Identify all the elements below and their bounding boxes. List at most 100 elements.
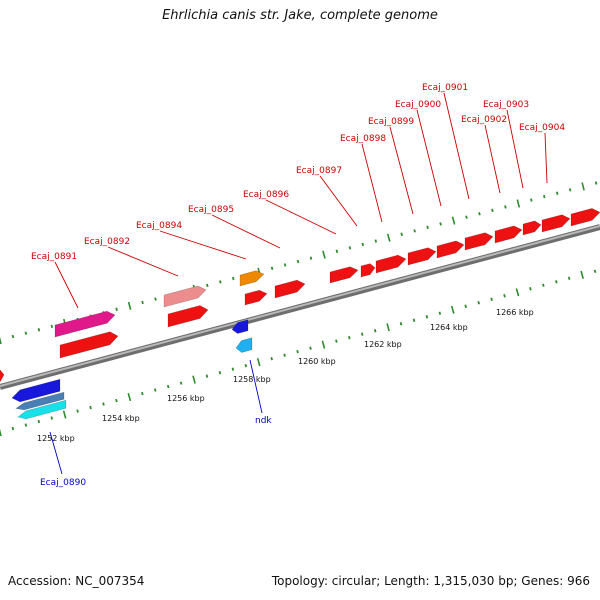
gene-label-ecaj-0898[interactable]: Ecaj_0898 <box>340 134 386 144</box>
gene-label-ecaj-0904[interactable]: Ecaj_0904 <box>519 123 565 133</box>
inner-ring-tick <box>179 381 183 385</box>
outer-tick-ring <box>0 181 598 345</box>
outer-ring-tick <box>491 208 494 213</box>
outer-ring-tick <box>0 336 2 345</box>
outer-ring-tick <box>141 300 144 305</box>
scale-label-1262: 1262 kbp <box>364 340 402 349</box>
gene-arrow-ecaj-0905 <box>541 214 571 233</box>
outer-ring-tick <box>465 215 468 219</box>
outer-ring-tick <box>568 188 572 192</box>
inner-ring-tick <box>256 358 261 367</box>
gene-label-ecaj-0890[interactable]: Ecaj_0890 <box>40 478 86 488</box>
gene-arrow-ndk <box>235 337 253 353</box>
inner-ring-tick <box>37 419 41 424</box>
gene-arrow-ecaj-0894 <box>167 305 209 328</box>
inner-ring-tick <box>296 349 299 354</box>
outer-ring-tick <box>296 259 300 264</box>
gene-label-ecaj-0901[interactable]: Ecaj_0901 <box>422 83 468 93</box>
inner-ring-tick <box>309 346 312 350</box>
outer-ring-tick <box>413 229 416 233</box>
leader-forward-2 <box>159 230 247 260</box>
gene-arrow-ecaj-0903 <box>494 225 523 244</box>
gene-arrow-ecaj-0889 <box>0 369 5 382</box>
gene-label-ecaj-0900[interactable]: Ecaj_0900 <box>395 100 441 110</box>
inner-ring-tick <box>412 318 416 322</box>
inner-ring-tick <box>141 391 144 396</box>
inner-ring-tick <box>464 304 467 308</box>
gene-arrow-ecaj-0906 <box>570 208 600 227</box>
inner-ring-tick <box>593 269 597 274</box>
outer-ring-tick <box>154 297 157 301</box>
outer-ring-tick <box>11 334 15 339</box>
outer-ring-tick <box>451 216 456 225</box>
scale-label-1254: 1254 kbp <box>102 414 140 423</box>
inner-ring-tick <box>567 276 571 281</box>
gene-arrow-steelblue <box>15 391 65 411</box>
leader-forward-7 <box>389 126 414 215</box>
outer-ring-tick <box>348 246 352 250</box>
outer-ring-tick <box>127 301 132 310</box>
inner-ring-tick <box>348 335 351 340</box>
outer-ring-tick <box>270 266 274 271</box>
gene-arrow-ndk-blue <box>231 319 249 334</box>
outer-ring-tick <box>386 233 391 242</box>
outer-ring-tick <box>219 280 222 284</box>
inner-ring-tick <box>490 297 493 301</box>
outer-ring-tick <box>516 199 521 208</box>
gene-label-ndk[interactable]: ndk <box>255 416 272 426</box>
gene-label-ecaj-0892[interactable]: Ecaj_0892 <box>84 237 130 247</box>
inner-ring-tick <box>166 384 170 389</box>
gene-label-ecaj-0902[interactable]: Ecaj_0902 <box>461 115 507 125</box>
inner-ring-tick <box>231 367 235 371</box>
scale-label-1260: 1260 kbp <box>298 357 336 366</box>
leader-reverse-1 <box>249 359 263 414</box>
gene-label-ecaj-0896[interactable]: Ecaj_0896 <box>243 190 289 200</box>
inner-ring-tick <box>50 416 53 420</box>
inner-ring-tick <box>244 363 248 368</box>
outer-ring-tick <box>439 222 442 226</box>
outer-ring-tick <box>283 263 287 267</box>
leader-forward-5 <box>319 175 358 227</box>
inner-ring-tick <box>321 340 326 349</box>
gene-arrow-ecaj-0895 <box>244 289 268 306</box>
inner-tick-ring <box>0 269 597 437</box>
gene-arrow-cyan <box>17 399 67 420</box>
outer-ring-tick <box>594 181 598 185</box>
gene-label-ecaj-0895[interactable]: Ecaj_0895 <box>188 205 234 215</box>
inner-ring-tick <box>335 339 338 343</box>
leader-forward-3 <box>211 214 281 249</box>
gene-label-ecaj-0894[interactable]: Ecaj_0894 <box>136 221 182 231</box>
gene-label-ecaj-0891[interactable]: Ecaj_0891 <box>31 252 77 262</box>
gene-label-ecaj-0897[interactable]: Ecaj_0897 <box>296 166 342 176</box>
inner-ring-tick <box>438 311 442 315</box>
gene-arrow-ecaj-0901 <box>436 240 465 259</box>
leader-forward-9 <box>443 92 470 200</box>
forward-gene-labels: Ecaj_0891 Ecaj_0892 Ecaj_0894 Ecaj_0895 … <box>31 83 565 262</box>
genome-summary-text: Topology: circular; Length: 1,315,030 bp… <box>271 574 590 588</box>
outer-ring-tick <box>309 256 313 260</box>
inner-ring-tick <box>218 370 222 375</box>
scale-labels: 1252 kbp 1254 kbp 1256 kbp 1258 kbp 1260… <box>37 308 534 443</box>
outer-ring-tick <box>555 191 559 195</box>
leader-forward-11 <box>506 109 524 189</box>
gene-arrow-ecaj-0898 <box>360 263 376 278</box>
gene-label-ecaj-0899[interactable]: Ecaj_0899 <box>368 117 414 127</box>
gene-arrow-ecaj-0890-blue <box>11 378 61 403</box>
leader-forward-12 <box>544 132 548 184</box>
gene-arrow-ecaj-0895-orange <box>239 270 265 287</box>
gene-arrow-ecaj-0902 <box>464 232 494 251</box>
outer-ring-tick <box>50 324 54 329</box>
inner-ring-tick <box>386 323 390 332</box>
outer-ring-tick <box>206 283 209 288</box>
inner-ring-tick <box>24 423 28 427</box>
inner-ring-tick <box>529 287 532 291</box>
gene-features <box>0 208 600 420</box>
inner-ring-tick <box>373 329 377 333</box>
inner-ring-tick <box>399 322 403 326</box>
gene-arrow-ecaj-0892 <box>59 331 119 359</box>
gene-label-ecaj-0903[interactable]: Ecaj_0903 <box>483 100 529 110</box>
reverse-gene-labels: Ecaj_0890 ndk <box>40 416 272 488</box>
outer-ring-tick <box>322 250 326 259</box>
